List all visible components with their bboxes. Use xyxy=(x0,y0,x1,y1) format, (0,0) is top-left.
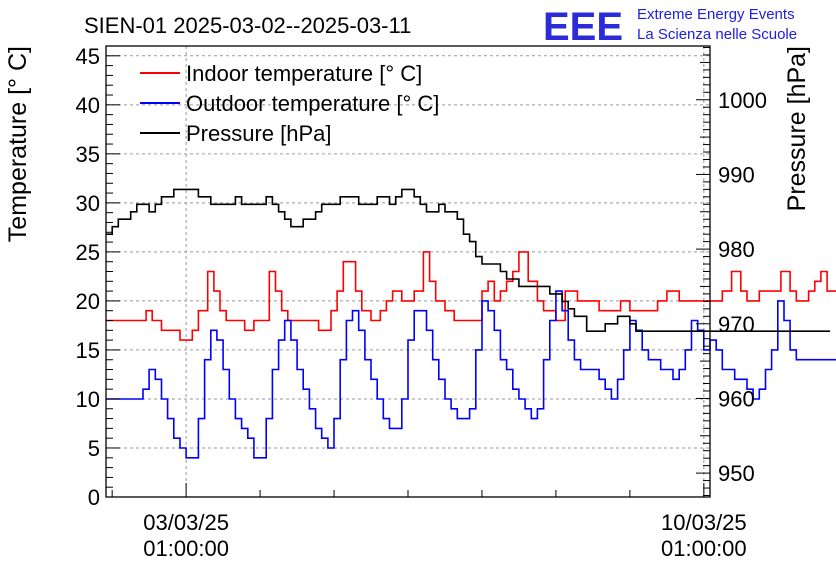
logo-line2: La Scienza nelle Scuole xyxy=(637,26,797,43)
legend-label-indoor: Indoor temperature [° C] xyxy=(186,61,422,86)
y-right-tick-label: 990 xyxy=(718,162,755,187)
y-right-tick-label: 1000 xyxy=(718,88,767,113)
y-left-tick-label: 35 xyxy=(76,142,100,167)
y-left-tick-label: 0 xyxy=(88,485,100,510)
legend-label-pressure: Pressure [hPa] xyxy=(186,121,332,146)
legend: Indoor temperature [° C] Outdoor temperat… xyxy=(140,61,439,146)
eee-logo: EEE Extreme Energy Events La Scienza nel… xyxy=(543,5,797,49)
x-tick-time: 01:00:00 xyxy=(661,536,747,561)
axes: 0 5 10 15 20 25 30 35 40 45 950 960 970 980 990 1000 03/… xyxy=(76,44,767,561)
y-right-tick-label: 970 xyxy=(718,312,755,337)
y-right-tick-label: 980 xyxy=(718,237,755,262)
y-right-tick-label: 960 xyxy=(718,386,755,411)
y-axis-right-title: Pressure [hPa] xyxy=(783,46,811,211)
y-left-tick-label: 10 xyxy=(76,387,100,412)
x-tick-time: 01:00:00 xyxy=(143,536,229,561)
y-left-tick-label: 15 xyxy=(76,338,100,363)
y-left-tick-label: 20 xyxy=(76,289,100,314)
y-left-tick-label: 5 xyxy=(88,436,100,461)
y-left-tick-label: 25 xyxy=(76,240,100,265)
logo-line1: Extreme Energy Events xyxy=(637,6,795,23)
legend-label-outdoor: Outdoor temperature [° C] xyxy=(186,91,439,116)
y-left-tick-label: 40 xyxy=(76,93,100,118)
chart-title: SIEN-01 2025-03-02--2025-03-11 xyxy=(84,13,411,38)
y-axis-left-title: Temperature [° C] xyxy=(4,46,32,242)
x-tick-date: 03/03/25 xyxy=(143,510,229,535)
x-tick-date: 10/03/25 xyxy=(661,510,747,535)
y-left-tick-label: 30 xyxy=(76,191,100,216)
y-right-tick-label: 950 xyxy=(718,461,755,486)
logo-mark: EEE xyxy=(543,5,623,49)
series-line-pressure xyxy=(106,188,831,332)
y-left-tick-label: 45 xyxy=(76,44,100,69)
